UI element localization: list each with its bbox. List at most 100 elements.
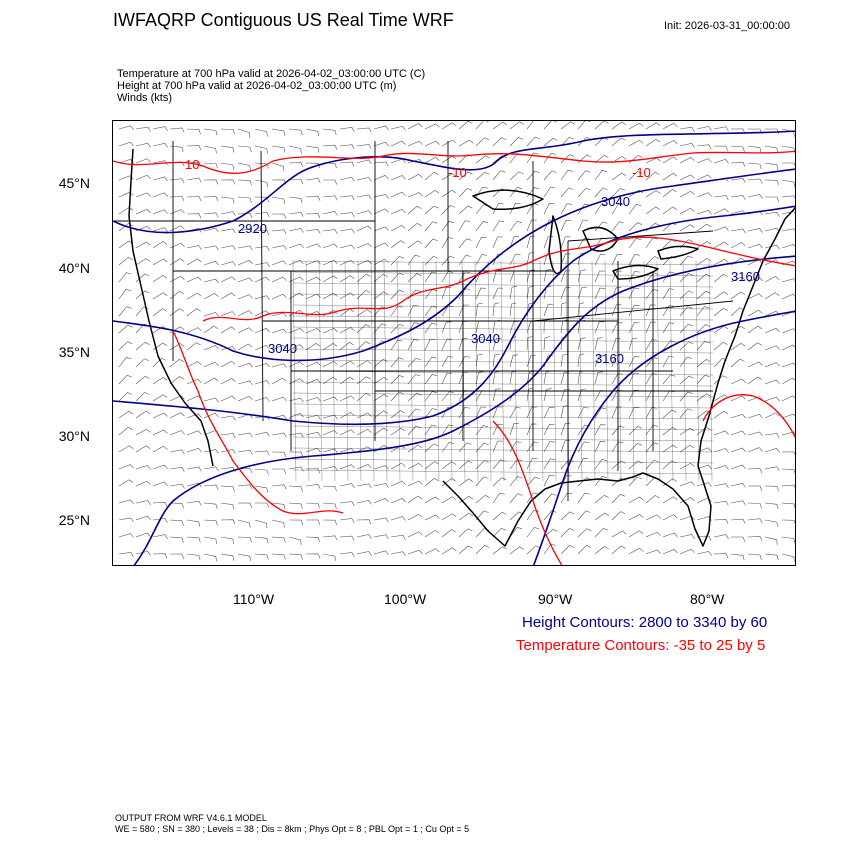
wind-barb: [560, 302, 567, 317]
wind-barb: [135, 465, 151, 470]
wind-barb: [356, 225, 372, 232]
wind-barb: [577, 237, 590, 249]
wind-barb: [424, 548, 440, 555]
wind-barb: [458, 139, 474, 147]
wind-barb: [458, 478, 474, 487]
wind-barb: [441, 205, 456, 215]
wind-barb: [407, 462, 423, 470]
wind-barb: [271, 502, 286, 510]
wind-barb: [509, 527, 523, 538]
wind-barb: [373, 483, 389, 488]
wind-barb: [254, 145, 268, 154]
wind-barb: [339, 501, 355, 507]
wind-barb: [747, 178, 763, 184]
wind-barb: [492, 137, 507, 147]
wind-barb: [475, 371, 484, 385]
wind-barb: [186, 413, 202, 419]
wind-barb: [475, 204, 489, 215]
temp-contour-b: [202, 236, 795, 322]
wind-barb: [543, 370, 551, 385]
wind-barb: [747, 413, 763, 419]
wind-barb: [577, 492, 590, 504]
wind-barb: [696, 126, 712, 131]
wind-barb: [577, 528, 592, 538]
wind-barb: [679, 207, 695, 215]
county-borders-layer: [292, 260, 714, 482]
temp-contour-d: [492, 420, 563, 565]
wind-barb: [373, 258, 389, 266]
wind-barb: [339, 228, 355, 234]
wind-barb: [288, 292, 304, 300]
wind-barb: [764, 162, 779, 170]
wind-barb: [492, 423, 504, 436]
wind-barb: [747, 518, 763, 524]
wind-barb: [237, 162, 251, 171]
wind-barb: [543, 202, 555, 215]
wind-barb: [662, 549, 678, 555]
wind-barb: [492, 406, 503, 419]
wind-barb: [560, 405, 569, 419]
wind-barb: [526, 406, 537, 419]
wind-barb: [356, 341, 371, 351]
wind-barb: [373, 226, 389, 232]
wind-barb: [322, 414, 338, 420]
wind-barb: [747, 243, 763, 249]
wind-barb: [220, 326, 236, 334]
wind-barb: [203, 325, 219, 334]
wind-barb: [492, 527, 507, 538]
wind-barb: [135, 392, 150, 402]
height-label: 2920: [238, 221, 267, 236]
wind-barb: [407, 495, 423, 504]
wind-barb: [390, 391, 404, 402]
wind-barb: [781, 553, 795, 562]
pacific-coastline: [128, 148, 214, 467]
wind-barb: [424, 356, 437, 368]
wind-barb: [135, 410, 151, 419]
wind-barb: [645, 373, 657, 385]
wind-barb: [407, 254, 420, 266]
wind-barb: [696, 210, 712, 215]
wind-barb: [560, 319, 568, 334]
wind-barb: [594, 440, 606, 453]
wind-barb: [492, 202, 504, 215]
wind-barb: [203, 345, 219, 351]
wind-barb: [730, 447, 746, 453]
wind-barb: [747, 325, 763, 334]
wind-barb: [237, 519, 251, 528]
wind-barb: [543, 186, 556, 198]
wind-barb: [339, 144, 355, 150]
wind-barb: [339, 275, 355, 283]
wind-barb: [186, 276, 202, 283]
wind-barb: [339, 342, 354, 351]
wind-barb: [237, 432, 253, 438]
wind-barb: [526, 285, 534, 300]
wind-barb: [747, 162, 762, 170]
wind-barb: [492, 440, 503, 453]
wind-barb: [611, 221, 625, 232]
wind-barb: [118, 141, 134, 147]
wind-barb: [747, 468, 763, 474]
wind-barb: [288, 228, 304, 233]
wind-barb: [730, 553, 745, 561]
wind-barb: [781, 195, 795, 199]
wind-barb: [611, 493, 626, 504]
wind-barb: [373, 291, 389, 300]
wind-barb: [356, 324, 371, 334]
wind-barb: [764, 328, 780, 334]
wind-barb: [560, 236, 571, 249]
wind-barb: [220, 311, 236, 317]
wind-barb: [696, 426, 711, 436]
wind-barb: [577, 187, 591, 198]
wind-barb: [645, 339, 658, 351]
wind-barb: [679, 481, 695, 487]
wind-barb: [356, 127, 372, 133]
wind-barb: [679, 239, 694, 249]
wind-barb: [645, 190, 661, 198]
wind-barb: [713, 259, 729, 266]
wind-barb: [356, 243, 372, 249]
wind-barb: [203, 245, 219, 251]
wind-barb: [424, 171, 439, 181]
wind-barb: [628, 372, 639, 385]
wind-barb: [679, 190, 695, 198]
wind-barb: [135, 428, 151, 436]
